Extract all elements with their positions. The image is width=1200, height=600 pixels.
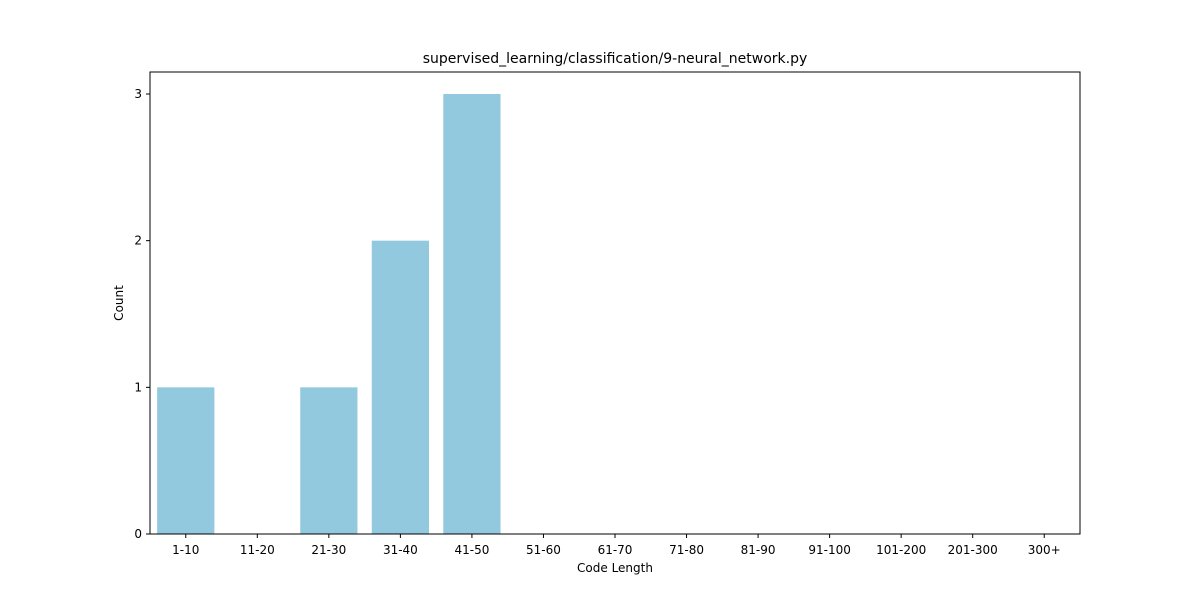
x-tick-label: 71-80 xyxy=(669,543,704,557)
y-axis: 0 1 2 3 xyxy=(134,87,150,541)
x-tick-label: 31-40 xyxy=(383,543,418,557)
y-tick-label: 3 xyxy=(134,87,142,101)
bar-1-10 xyxy=(157,387,215,534)
x-tick-label: 91-100 xyxy=(808,543,851,557)
x-tick-label: 11-20 xyxy=(240,543,275,557)
x-axis: 1-10 11-20 21-30 31-40 41-50 51-60 61-70 71-80 8… xyxy=(172,534,1061,557)
y-tick-label: 0 xyxy=(134,527,142,541)
bar-41-50 xyxy=(443,94,501,534)
bar-31-40 xyxy=(371,240,429,535)
x-tick-label: 300+ xyxy=(1028,543,1061,557)
plot-frame xyxy=(149,71,1081,535)
x-tick-label: 101-200 xyxy=(876,543,926,557)
bar-21-30 xyxy=(300,387,358,534)
x-tick-label: 1-10 xyxy=(172,543,199,557)
x-tick-label: 41-50 xyxy=(454,543,489,557)
x-tick-label: 81-90 xyxy=(741,543,776,557)
x-tick-label: 51-60 xyxy=(526,543,561,557)
x-tick-label: 201-300 xyxy=(948,543,998,557)
chart-title: supervised_learning/classification/9-neu… xyxy=(423,51,808,67)
x-axis-label: Code Length xyxy=(577,561,653,575)
bars-group xyxy=(157,94,501,535)
y-tick-label: 1 xyxy=(134,380,142,394)
x-tick-label: 61-70 xyxy=(598,543,633,557)
y-tick-label: 2 xyxy=(134,234,142,248)
y-axis-label: Count xyxy=(112,285,126,321)
x-tick-label: 21-30 xyxy=(311,543,346,557)
